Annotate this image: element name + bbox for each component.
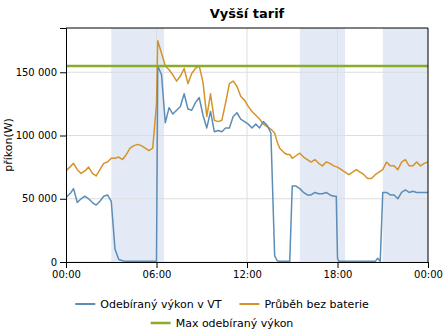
line <box>66 66 428 261</box>
legend-swatch <box>239 303 259 305</box>
tick-label: 150 000 <box>16 67 57 78</box>
legend-swatch <box>151 322 171 325</box>
tick-label: 100 000 <box>16 130 57 141</box>
legend-label: Průběh bez baterie <box>264 298 369 311</box>
tick-label: 06:00 <box>143 269 172 280</box>
shaded-region <box>383 28 428 262</box>
plot: 00:0006:0012:0018:0000:00050 000100 0001… <box>16 28 443 280</box>
axis-line <box>67 263 429 269</box>
tick-mark <box>60 136 66 137</box>
legend-item: Průběh bez baterie <box>239 298 369 311</box>
grid <box>66 28 428 262</box>
plot-area <box>66 28 428 262</box>
tick-label: 0 <box>51 257 57 268</box>
x-axis: 00:00 06:00 12:00 18:00 00:00 <box>52 262 443 280</box>
tick-mark <box>60 72 66 73</box>
tick: 06:00 <box>143 262 172 280</box>
tick-label: 00:00 <box>52 269 81 280</box>
legend: Odebíraný výkon v VT Průběh bez baterie Ma… <box>75 298 369 330</box>
tick: 00:00 <box>414 262 443 280</box>
tick-label: 12:00 <box>233 269 262 280</box>
legend-item: Odebíraný výkon v VT <box>75 298 221 311</box>
grid-line <box>428 28 429 262</box>
legend-swatch <box>75 303 95 305</box>
tick-mark <box>428 262 429 268</box>
legend-label: Odebíraný výkon v VT <box>100 298 221 311</box>
tick-mark <box>247 262 248 268</box>
tick-mark <box>60 262 66 263</box>
tick: 50 000 <box>22 193 66 204</box>
y-axis: 0 50 000 100 000 150 000 <box>16 29 67 268</box>
tick: 18:00 <box>324 262 353 280</box>
y-axis-title: příkon(W) <box>2 118 15 172</box>
tick: 150 000 <box>16 67 66 78</box>
chart: Vyšší tarif příkon(W) 00:00 06:00 12:00 18:00… <box>0 0 444 336</box>
tick-mark <box>60 199 66 200</box>
axis-line <box>60 29 67 263</box>
legend-label: Max odebíraný výkon <box>176 317 294 330</box>
tick: 100 000 <box>16 130 66 141</box>
reference-line <box>66 65 428 68</box>
shaded-region <box>300 28 345 262</box>
tick-label: 50 000 <box>22 193 57 204</box>
title: Vyšší tarif <box>210 6 285 21</box>
plot-frame <box>66 28 428 29</box>
tick-label: 18:00 <box>324 269 353 280</box>
tick: 12:00 <box>233 262 262 280</box>
tick-mark <box>157 262 158 268</box>
tick: 0 <box>51 257 66 268</box>
legend-item: Max odebíraný výkon <box>151 317 294 330</box>
line <box>66 41 428 179</box>
tick-mark <box>338 262 339 268</box>
tick-label: 00:00 <box>414 269 443 280</box>
plot-frame <box>428 28 429 262</box>
grid-line <box>247 28 248 262</box>
